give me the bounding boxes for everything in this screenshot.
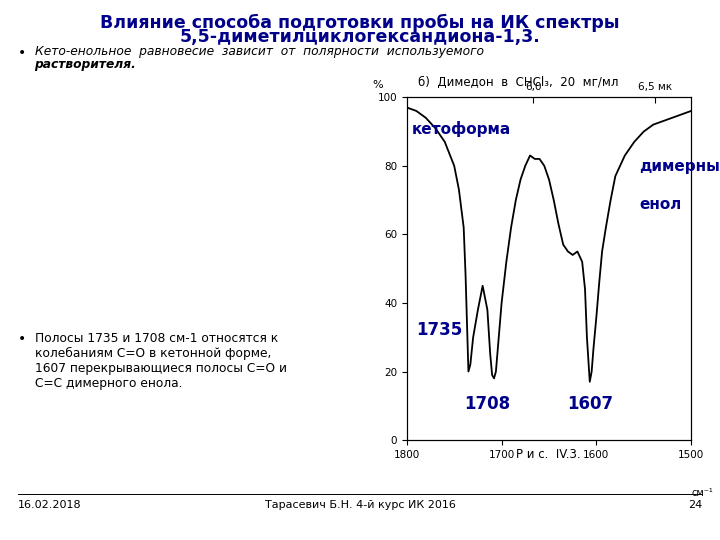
Text: Влияние способа подготовки пробы на ИК спектры: Влияние способа подготовки пробы на ИК с… [100, 14, 620, 32]
Text: см⁻¹: см⁻¹ [691, 488, 713, 498]
Text: •: • [18, 332, 26, 346]
Text: 1708: 1708 [464, 395, 510, 413]
Text: 1607: 1607 [567, 395, 613, 413]
Text: 5,5-диметилциклогександиона-1,3.: 5,5-диметилциклогександиона-1,3. [179, 28, 541, 46]
Text: енол: енол [639, 197, 681, 212]
Text: 24: 24 [688, 500, 702, 510]
Text: кетоформа: кетоформа [412, 121, 510, 137]
Text: 1735: 1735 [416, 321, 462, 339]
Text: димерный: димерный [639, 159, 720, 174]
Text: растворителя.: растворителя. [35, 58, 136, 71]
Text: %: % [373, 80, 383, 90]
Text: б)  Димедон  в  CHCl₃,  20  мг/мл: б) Димедон в CHCl₃, 20 мг/мл [418, 76, 618, 89]
Text: Кето-енольное  равновесие  зависит  от  полярности  используемого: Кето-енольное равновесие зависит от поля… [35, 45, 484, 58]
Text: •: • [18, 46, 26, 60]
Text: Полосы 1735 и 1708 см-1 относятся к
колебаниям С=О в кетонной форме,
1607 перекр: Полосы 1735 и 1708 см-1 относятся к коле… [35, 332, 287, 390]
Text: Тарасевич Б.Н. 4-й курс ИК 2016: Тарасевич Б.Н. 4-й курс ИК 2016 [264, 500, 456, 510]
Text: 16.02.2018: 16.02.2018 [18, 500, 81, 510]
Text: Р и с.  IV.3.: Р и с. IV.3. [516, 448, 581, 461]
